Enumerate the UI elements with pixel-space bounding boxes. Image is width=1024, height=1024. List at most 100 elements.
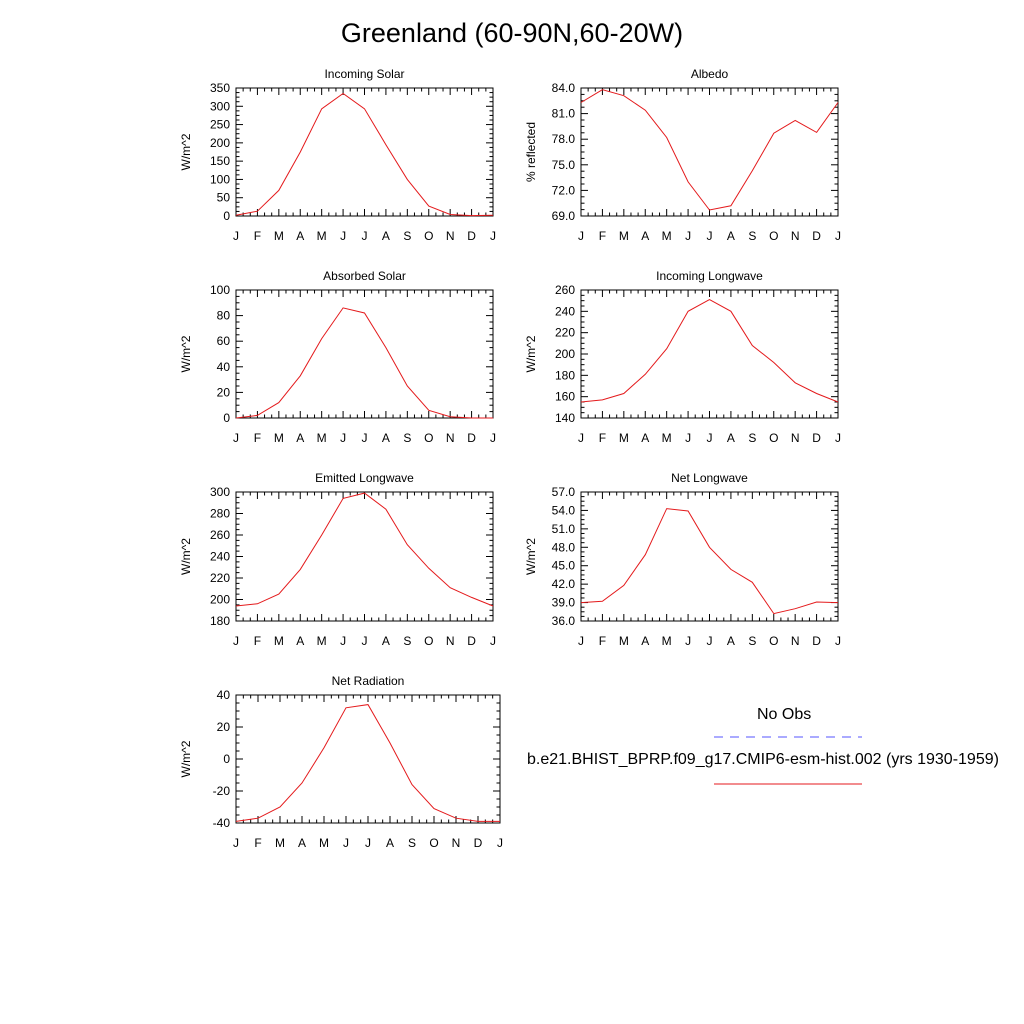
y-tick-label: 0 [223, 752, 230, 766]
y-tick-label: 180 [555, 368, 575, 382]
x-tick-label: J [707, 229, 713, 243]
x-tick-label: J [707, 431, 713, 445]
plot-frame [580, 87, 839, 217]
panel-title: Albedo [691, 67, 729, 81]
plot-frame [235, 491, 494, 622]
x-tick-label: J [490, 431, 496, 445]
y-tick-label: 50 [217, 191, 231, 205]
y-tick-label: 200 [210, 136, 230, 150]
x-tick-label: J [578, 229, 584, 243]
x-tick-label: J [340, 229, 346, 243]
x-tick-label: N [446, 634, 455, 648]
x-tick-label: A [382, 634, 390, 648]
y-tick-label: 260 [210, 528, 230, 542]
x-tick-label: S [748, 634, 756, 648]
y-tick-label: 220 [555, 326, 575, 340]
y-tick-label: 54.0 [552, 503, 576, 517]
series-line-absorbed-solar [235, 307, 493, 419]
y-tick-label: 72.0 [552, 183, 576, 197]
series-line-emitted-longwave [235, 492, 494, 607]
x-tick-label: N [446, 229, 455, 243]
x-tick-label: N [791, 229, 800, 243]
plot-frame [235, 694, 501, 824]
x-tick-label: M [662, 634, 672, 648]
y-axis-label: W/m^2 [524, 335, 538, 372]
plot-frame [235, 289, 494, 419]
x-tick-label: N [446, 431, 455, 445]
x-tick-label: N [452, 836, 461, 850]
x-tick-label: J [835, 229, 841, 243]
x-tick-label: A [727, 229, 735, 243]
x-tick-label: M [619, 431, 629, 445]
series-line-net-longwave [580, 508, 839, 615]
x-tick-label: M [317, 229, 327, 243]
plot-frame [235, 87, 494, 217]
y-tick-label: 51.0 [552, 522, 576, 536]
y-tick-label: 0 [223, 209, 230, 223]
x-tick-label: J [233, 634, 239, 648]
x-tick-label: M [274, 431, 284, 445]
x-tick-label: A [641, 634, 649, 648]
y-tick-label: 220 [210, 571, 230, 585]
x-tick-label: J [362, 431, 368, 445]
y-axis-label: W/m^2 [179, 740, 193, 777]
x-tick-label: M [662, 431, 672, 445]
x-tick-label: J [578, 431, 584, 445]
x-tick-label: O [769, 634, 778, 648]
y-tick-label: 42.0 [552, 577, 576, 591]
panel-albedo: J F M A M J J A S O N D J69.072.075.078.081.084.0Alb… [524, 67, 841, 243]
y-tick-label: 0 [223, 411, 230, 425]
x-tick-label: F [599, 431, 606, 445]
y-tick-label: 45.0 [552, 559, 576, 573]
x-tick-label: F [254, 836, 261, 850]
y-tick-label: 40 [217, 688, 231, 702]
x-tick-label: J [233, 431, 239, 445]
x-tick-label: D [467, 229, 476, 243]
panel-title: Incoming Longwave [656, 269, 763, 283]
y-tick-label: 57.0 [552, 485, 576, 499]
y-tick-label: 36.0 [552, 614, 576, 628]
x-tick-label: D [812, 431, 821, 445]
x-tick-label: J [362, 229, 368, 243]
y-tick-label: 200 [555, 347, 575, 361]
y-tick-label: -20 [213, 784, 231, 798]
x-tick-label: M [274, 634, 284, 648]
x-tick-label: O [769, 431, 778, 445]
x-tick-label: J [685, 229, 691, 243]
y-tick-label: 48.0 [552, 540, 576, 554]
x-tick-label: J [340, 634, 346, 648]
x-tick-label: A [298, 836, 306, 850]
x-tick-label: A [386, 836, 394, 850]
x-tick-label: A [641, 431, 649, 445]
x-tick-label: A [382, 431, 390, 445]
series-line-incoming-solar [235, 92, 494, 217]
y-tick-label: 250 [210, 118, 230, 132]
x-tick-label: J [343, 836, 349, 850]
y-tick-label: 40 [217, 360, 231, 374]
x-tick-label: F [254, 229, 261, 243]
legend-model-label: b.e21.BHIST_BPRP.f09_g17.CMIP6-esm-hist.… [527, 751, 999, 768]
y-tick-label: 60 [217, 334, 231, 348]
y-tick-label: 39.0 [552, 596, 576, 610]
y-tick-label: 69.0 [552, 209, 576, 223]
y-axis-label: % reflected [524, 122, 538, 182]
y-tick-label: 300 [210, 99, 230, 113]
x-tick-label: M [317, 431, 327, 445]
y-tick-label: 180 [210, 614, 230, 628]
y-tick-label: 140 [555, 411, 575, 425]
x-tick-label: J [707, 634, 713, 648]
x-tick-label: S [403, 634, 411, 648]
x-tick-label: O [769, 229, 778, 243]
x-tick-label: A [296, 431, 304, 445]
series-line-net-radiation [235, 704, 500, 822]
x-tick-label: A [296, 634, 304, 648]
y-tick-label: 100 [210, 172, 230, 186]
x-tick-label: M [319, 836, 329, 850]
x-tick-label: O [424, 431, 433, 445]
x-tick-label: N [791, 431, 800, 445]
y-tick-label: 78.0 [552, 132, 576, 146]
y-tick-label: 20 [217, 720, 231, 734]
